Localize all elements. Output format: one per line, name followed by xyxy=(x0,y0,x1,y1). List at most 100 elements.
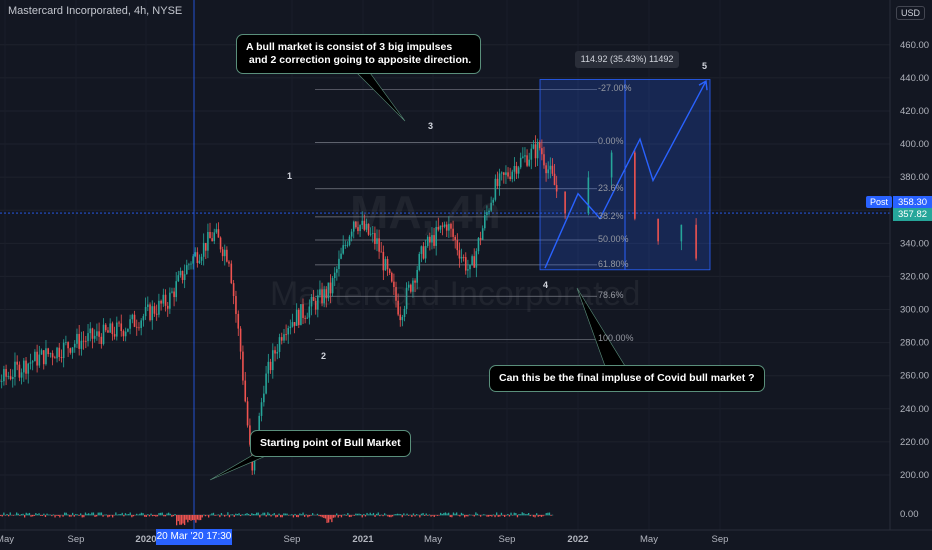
volume-bar xyxy=(81,515,83,518)
volume-bar xyxy=(476,513,479,516)
candle-body xyxy=(124,331,127,337)
candle-body xyxy=(62,342,65,359)
currency-selector[interactable]: USD xyxy=(896,6,926,20)
candle-body xyxy=(278,337,281,352)
candle-body xyxy=(695,224,697,259)
chart-title[interactable]: Mastercard Incorporated, 4h, NYSE xyxy=(8,5,183,17)
volume-bar xyxy=(219,515,221,518)
volume-bar xyxy=(480,515,482,517)
volume-bar xyxy=(89,514,91,516)
volume-bar xyxy=(118,514,120,516)
volume-bar xyxy=(382,515,384,517)
callout-starting-point[interactable]: Starting point of Bull Market xyxy=(250,430,411,457)
candle-body xyxy=(29,362,32,364)
volume-bar xyxy=(513,512,515,516)
volume-bar xyxy=(500,512,503,516)
candle-body xyxy=(71,347,74,353)
candle-body xyxy=(405,287,408,309)
volume-bar xyxy=(240,515,242,517)
y-tick-label: 460.00 xyxy=(900,40,929,51)
candle-body xyxy=(416,269,418,283)
volume-bar xyxy=(36,514,39,516)
candle-body xyxy=(458,250,461,259)
candle-body xyxy=(67,342,69,349)
candle-body xyxy=(479,237,482,240)
volume-bar xyxy=(220,513,223,516)
volume-bar xyxy=(187,515,189,523)
volume-bar xyxy=(24,515,26,518)
volume-bar xyxy=(129,512,131,516)
x-tick-label: May xyxy=(0,534,14,545)
x-tick-label: Sep xyxy=(284,534,301,545)
volume-bar xyxy=(270,515,272,517)
volume-bar xyxy=(214,515,216,516)
candle-body xyxy=(221,249,224,257)
volume-bar xyxy=(110,515,112,516)
candle-body xyxy=(120,323,123,332)
volume-bar xyxy=(281,515,283,518)
volume-bar xyxy=(504,515,506,517)
volume-bar xyxy=(41,515,43,516)
candle-body xyxy=(98,331,100,337)
volume-bar xyxy=(19,515,21,516)
wave-label-4: 4 xyxy=(543,280,549,290)
crosshair-date-label: 20 Mar '20 17:30 xyxy=(156,529,232,545)
candle-body xyxy=(443,224,446,227)
candle-body xyxy=(263,393,265,403)
wave-label-5: 5 xyxy=(702,61,708,71)
callout-bull-market[interactable]: A bull market is consist of 3 big impuls… xyxy=(236,34,482,74)
volume-bar xyxy=(153,515,155,516)
fib-level-label: 23.6% xyxy=(598,182,624,193)
volume-bar xyxy=(363,513,365,516)
candle-body xyxy=(104,324,107,331)
volume-bar xyxy=(233,515,235,517)
volume-bar xyxy=(324,515,327,519)
candle-body xyxy=(483,215,486,229)
volume-bar xyxy=(374,515,376,517)
candle-body xyxy=(47,348,49,355)
volume-bar xyxy=(441,513,443,516)
volume-bar xyxy=(244,513,247,516)
volume-bar xyxy=(305,514,307,516)
candle-body xyxy=(226,249,228,262)
candle-body xyxy=(3,369,5,382)
volume-bar xyxy=(267,512,269,516)
volume-bar xyxy=(392,515,394,517)
candle-body xyxy=(340,253,342,259)
volume-bar xyxy=(436,515,439,516)
candle-body xyxy=(543,154,545,166)
volume-bar xyxy=(166,513,168,516)
volume-bar xyxy=(224,515,226,517)
candle-body xyxy=(140,320,142,329)
candle-body xyxy=(177,275,180,282)
volume-bar xyxy=(494,515,496,518)
measure-label[interactable]: 114.92 (35.43%) 11492 xyxy=(575,51,679,68)
volume-bar xyxy=(400,514,402,516)
volume-bar xyxy=(251,513,253,516)
candle-body xyxy=(321,289,323,304)
callout-final-impulse[interactable]: Can this be the final impluse of Covid b… xyxy=(489,365,765,392)
candle-body xyxy=(308,306,311,318)
volume-bar xyxy=(505,515,507,516)
candle-body xyxy=(202,242,205,257)
volume-bar xyxy=(86,513,88,516)
volume-bar xyxy=(217,514,219,516)
volume-bar xyxy=(432,515,434,516)
volume-bar xyxy=(316,513,319,516)
volume-bar xyxy=(76,514,79,516)
candle-body xyxy=(452,228,454,237)
candle-body xyxy=(211,238,213,242)
volume-bar xyxy=(280,515,282,518)
candle-body xyxy=(164,294,167,306)
volume-bar xyxy=(142,513,144,516)
candle-body xyxy=(34,351,36,362)
candle-body xyxy=(223,249,226,257)
y-tick-label: 260.00 xyxy=(900,371,929,382)
candle-body xyxy=(538,142,541,149)
candle-body xyxy=(100,336,103,344)
candle-body xyxy=(232,283,235,297)
candle-body xyxy=(371,233,374,234)
volume-bar xyxy=(185,515,187,520)
volume-bar xyxy=(203,514,205,516)
